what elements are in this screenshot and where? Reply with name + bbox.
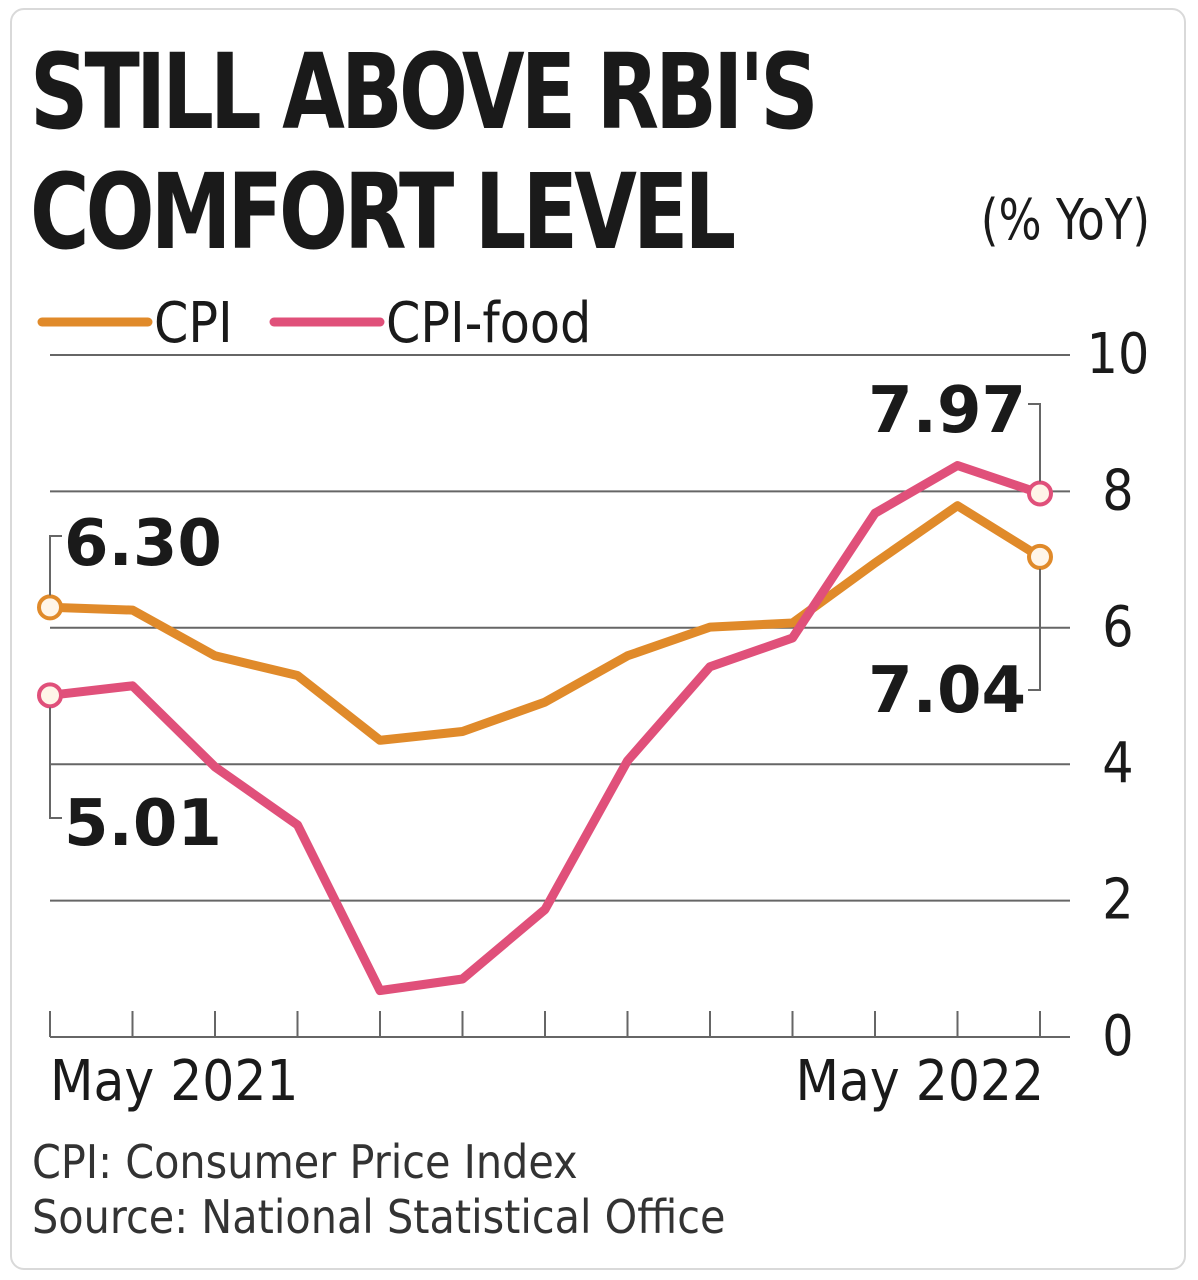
value-label: 7.04 <box>868 654 1026 728</box>
leader-line <box>49 707 62 819</box>
endpoint-marker <box>37 594 63 621</box>
gridlines <box>50 354 1070 902</box>
series-lines <box>45 461 1045 996</box>
y-tick-label: 0 <box>1102 1004 1133 1069</box>
unit-label: (% YoY) <box>980 188 1150 253</box>
x-tick-label: May 2022 <box>796 1048 1044 1113</box>
y-tick-label: 10 <box>1087 322 1150 387</box>
line-chart: CPI CPI-food 0 2 4 6 8 10 May 2021 May 2022 6.3… <box>37 291 1150 1114</box>
chart-frame <box>10 8 1186 1270</box>
series-line-cpi-food <box>45 461 1045 996</box>
chart-title-line2: COMFORT LEVEL <box>30 151 736 273</box>
endpoint-marker <box>37 682 63 709</box>
y-tick-label: 4 <box>1102 731 1133 796</box>
y-tick-label: 8 <box>1102 458 1133 523</box>
series-line-cpi <box>45 501 1045 745</box>
footnote: CPI: Consumer Price Index <box>32 1135 578 1189</box>
chart-title-line1: STILL ABOVE RBI'S <box>30 31 819 153</box>
y-tick-label: 2 <box>1102 868 1133 933</box>
value-label: 6.30 <box>64 507 222 581</box>
endpoint-marker <box>1027 480 1053 507</box>
x-axis: May 2021 May 2022 <box>49 1011 1070 1114</box>
x-tick-label: May 2021 <box>50 1048 298 1113</box>
legend: CPI CPI-food <box>37 291 591 356</box>
value-label: 5.01 <box>64 787 222 861</box>
leader-line <box>1028 403 1041 482</box>
annotations: 6.30 5.01 7.97 7.04 <box>37 374 1053 861</box>
leader-line <box>49 535 62 596</box>
legend-label-cpi-food: CPI-food <box>386 291 591 356</box>
source-note: Source: National Statistical Office <box>32 1190 726 1244</box>
legend-label-cpi: CPI <box>154 291 233 356</box>
value-label: 7.97 <box>868 374 1026 448</box>
y-tick-label: 6 <box>1102 595 1133 660</box>
y-axis: 0 2 4 6 8 10 <box>1087 322 1150 1069</box>
leader-line <box>1028 568 1041 691</box>
endpoint-marker <box>1027 543 1053 570</box>
